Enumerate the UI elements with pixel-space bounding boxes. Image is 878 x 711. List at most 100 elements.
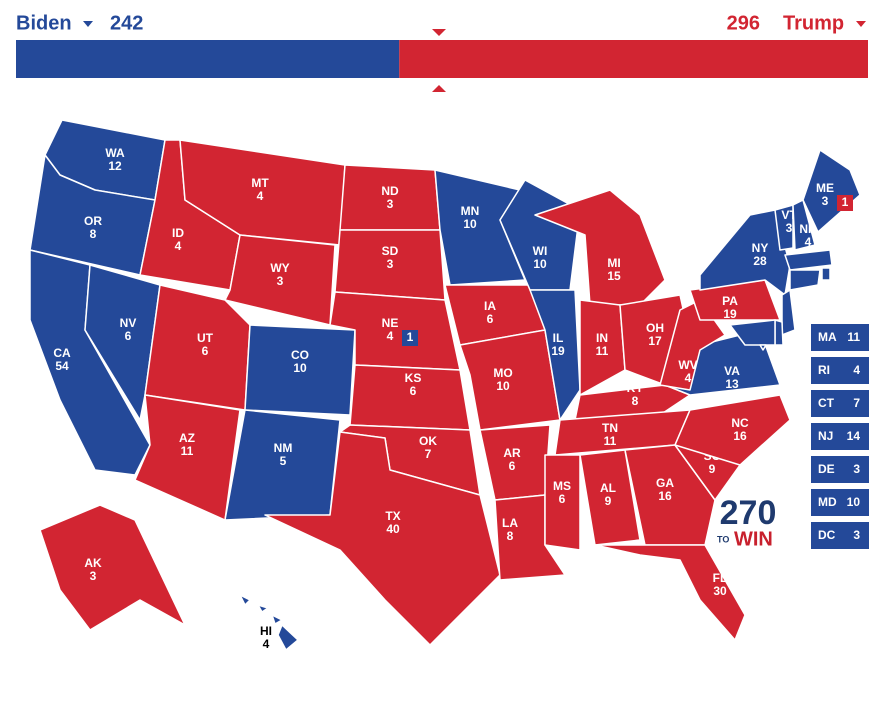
sidebar-box[interactable] bbox=[811, 522, 869, 549]
state-abbr: NV bbox=[120, 316, 137, 330]
state-abbr: CA bbox=[53, 346, 71, 360]
sidebar-votes: 11 bbox=[847, 330, 860, 344]
state-votes: 9 bbox=[605, 494, 612, 508]
state-shape bbox=[277, 624, 299, 651]
state-shape bbox=[534, 189, 666, 306]
state-abbr: OK bbox=[419, 434, 437, 448]
state-abbr: MO bbox=[493, 366, 512, 380]
state-votes: 10 bbox=[496, 379, 510, 393]
state-votes: 11 bbox=[596, 344, 609, 358]
state-abbr: NY bbox=[752, 241, 769, 255]
sidebar-votes: 3 bbox=[853, 528, 860, 542]
state-abbr: ND bbox=[381, 184, 399, 198]
midpoint-marker bbox=[432, 85, 446, 92]
sidebar-votes: 7 bbox=[853, 396, 860, 410]
left-candidate[interactable]: Biden bbox=[16, 12, 72, 34]
logo-word: WIN bbox=[734, 528, 773, 550]
state-shape bbox=[802, 149, 861, 233]
sidebar-votes: 3 bbox=[853, 462, 860, 476]
state-votes: 8 bbox=[632, 394, 639, 408]
state-shape bbox=[821, 267, 831, 281]
state-abbr: MI bbox=[607, 256, 620, 270]
state-votes: 4 bbox=[257, 189, 264, 203]
state-abbr: MS bbox=[553, 479, 571, 493]
state-votes: 5 bbox=[280, 454, 287, 468]
state-abbr: NE bbox=[382, 316, 399, 330]
sidebar-box[interactable] bbox=[811, 357, 869, 384]
state-abbr: WY bbox=[270, 261, 289, 275]
state-votes: 3 bbox=[387, 257, 394, 271]
state-votes: 3 bbox=[387, 197, 394, 211]
state-votes: 9 bbox=[709, 462, 716, 476]
sidebar-box[interactable] bbox=[811, 489, 869, 516]
state-shape bbox=[224, 234, 336, 326]
state-votes: 10 bbox=[463, 217, 477, 231]
state-abbr: OR bbox=[84, 214, 102, 228]
state-shape bbox=[781, 289, 796, 336]
state-abbr: AZ bbox=[179, 431, 195, 445]
state-abbr: FL bbox=[713, 571, 728, 585]
dropdown-arrow[interactable] bbox=[856, 21, 866, 27]
state-votes: 40 bbox=[386, 522, 400, 536]
sidebar-votes: 10 bbox=[847, 495, 861, 509]
state-abbr: WV bbox=[678, 358, 697, 372]
state-abbr: KY bbox=[627, 381, 644, 395]
left-votes: 242 bbox=[110, 12, 143, 34]
state-shape bbox=[574, 384, 691, 421]
state-shape bbox=[784, 249, 833, 271]
state-shape bbox=[257, 604, 269, 613]
state-shape bbox=[134, 394, 241, 521]
state-abbr: UT bbox=[197, 331, 214, 345]
sidebar-votes: 14 bbox=[847, 429, 861, 443]
state-abbr: NC bbox=[731, 416, 749, 430]
state-votes: 11 bbox=[604, 434, 617, 448]
state-abbr: AL bbox=[600, 481, 616, 495]
state-shape bbox=[594, 544, 746, 641]
state-abbr: PA bbox=[722, 294, 738, 308]
state-votes: 4 bbox=[263, 637, 270, 651]
state-votes: 4 bbox=[685, 371, 692, 385]
state-shape bbox=[774, 204, 794, 251]
state-shape bbox=[579, 449, 641, 546]
sidebar-box[interactable] bbox=[811, 390, 869, 417]
state-shape bbox=[494, 494, 566, 581]
state-abbr: NM bbox=[274, 441, 293, 455]
state-shape bbox=[459, 329, 561, 431]
sidebar-box[interactable] bbox=[811, 456, 869, 483]
state-abbr: IN bbox=[596, 331, 608, 345]
state-votes: 12 bbox=[108, 159, 122, 173]
state-shape bbox=[84, 264, 161, 421]
state-abbr: KS bbox=[405, 371, 422, 385]
split-box bbox=[837, 195, 853, 211]
state-votes: 4 bbox=[387, 329, 394, 343]
sidebar-box[interactable] bbox=[811, 324, 869, 351]
split-votes: 1 bbox=[842, 195, 849, 209]
state-abbr: TN bbox=[602, 421, 618, 435]
dropdown-arrow[interactable] bbox=[83, 21, 93, 27]
state-votes: 4 bbox=[805, 235, 812, 249]
right-votes: 296 bbox=[727, 12, 760, 34]
sidebar-abbr: CT bbox=[818, 396, 835, 410]
state-abbr: AK bbox=[84, 556, 102, 570]
state-votes: 6 bbox=[410, 384, 417, 398]
state-shape bbox=[264, 431, 501, 646]
state-shape bbox=[699, 209, 791, 296]
state-votes: 6 bbox=[559, 492, 566, 506]
bar-left bbox=[16, 40, 400, 78]
state-votes: 3 bbox=[822, 194, 829, 208]
state-votes: 16 bbox=[733, 429, 747, 443]
state-shape bbox=[759, 344, 767, 351]
sidebar-box[interactable] bbox=[811, 423, 869, 450]
right-candidate[interactable]: Trump bbox=[783, 12, 844, 34]
state-abbr: TX bbox=[385, 509, 400, 523]
state-votes: 54 bbox=[55, 359, 69, 373]
state-abbr: HI bbox=[260, 624, 272, 638]
state-shape bbox=[674, 394, 791, 466]
state-abbr: WA bbox=[105, 146, 125, 160]
state-abbr: MN bbox=[461, 204, 480, 218]
sidebar-abbr: DC bbox=[818, 528, 836, 542]
state-votes: 6 bbox=[125, 329, 132, 343]
logo: 270 TO WIN bbox=[717, 494, 776, 550]
state-shape bbox=[789, 269, 821, 291]
state-votes: 8 bbox=[90, 227, 97, 241]
